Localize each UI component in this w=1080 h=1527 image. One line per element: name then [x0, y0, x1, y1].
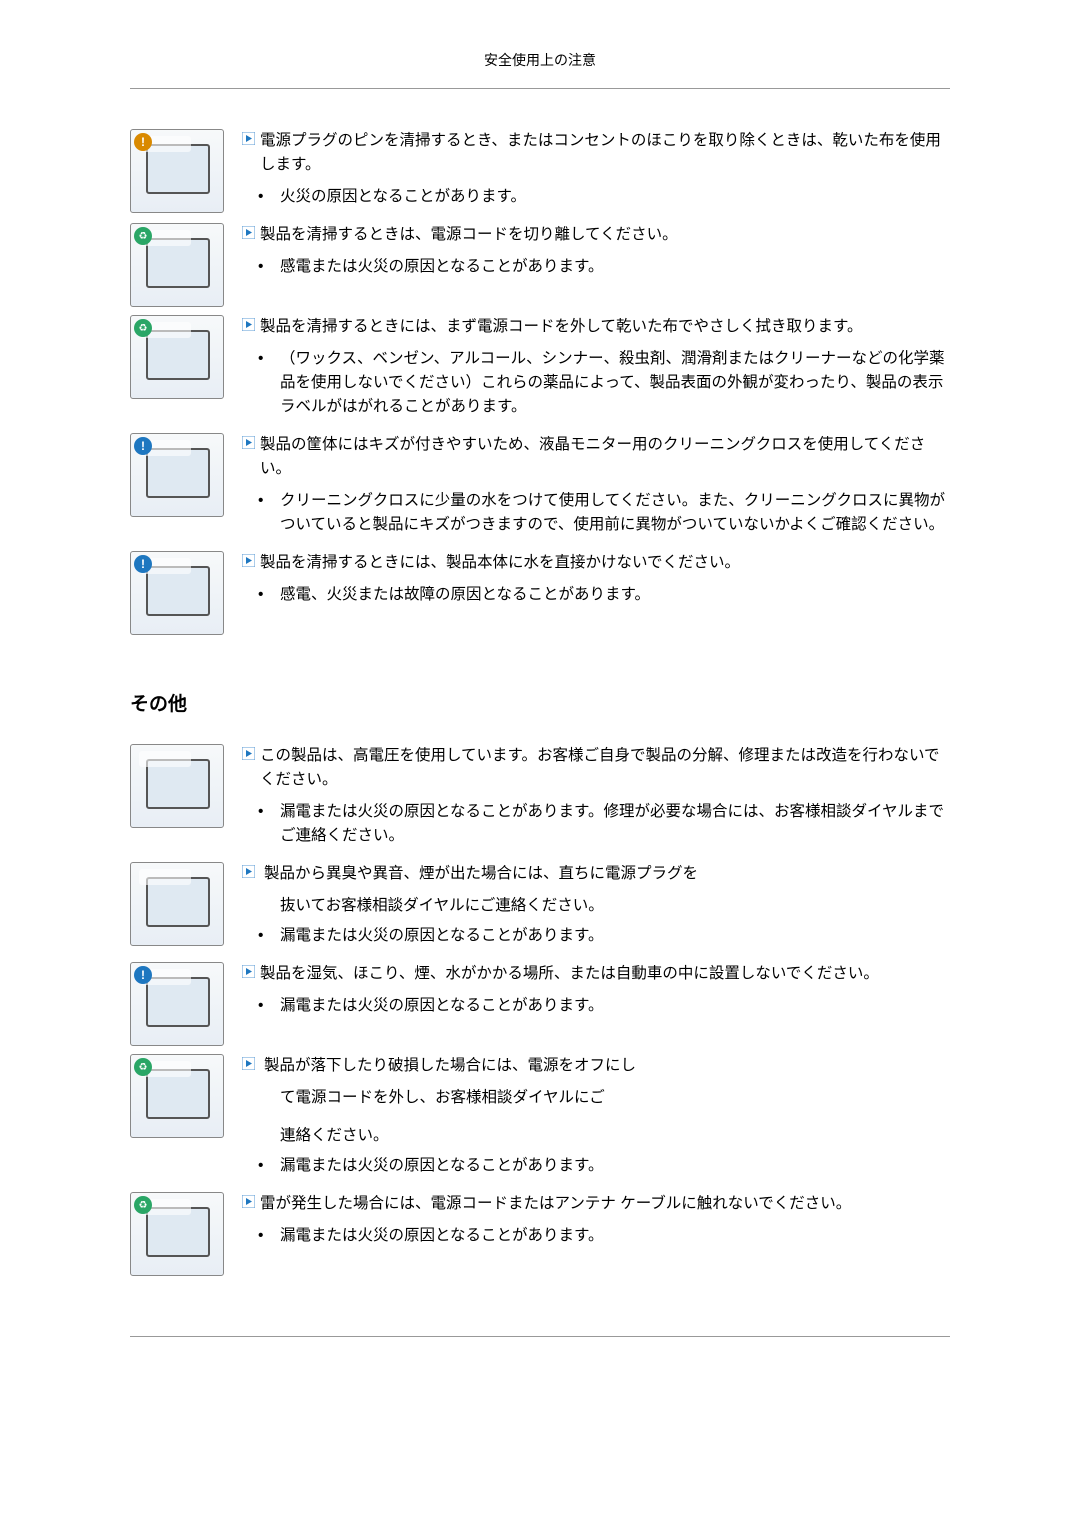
safety-bullet: 漏電または火災の原因となることがあります。	[242, 1154, 950, 1178]
other-section: この製品は、高電圧を使用しています。お客様ご自身で製品の分解、修理または改造を行…	[130, 744, 950, 1276]
safety-row: この製品は、高電圧を使用しています。お客様ご自身で製品の分解、修理または改造を行…	[130, 744, 950, 854]
safety-bullet-list: 漏電または火災の原因となることがあります。	[242, 994, 950, 1018]
safety-bullet: 漏電または火災の原因となることがあります。	[242, 1224, 950, 1248]
safety-bullet-list: 漏電または火災の原因となることがあります。	[242, 1224, 950, 1248]
safety-row: ♻製品が落下したり破損した場合には、電源をオフにして電源コードを外し、お客様相談…	[130, 1054, 950, 1184]
safety-row: ! 製品の筐体にはキズが付きやすいため、液晶モニター用のクリーニングクロスを使用し…	[130, 433, 950, 543]
blue-arrow-icon	[242, 747, 255, 760]
safety-bullet: 漏電または火災の原因となることがあります。修理が必要な場合には、お客様相談ダイヤ…	[242, 800, 950, 848]
blue-arrow-icon	[242, 965, 255, 978]
safety-content: 雷が発生した場合には、電源コードまたはアンテナ ケーブルに触れないでください。漏…	[242, 1192, 950, 1254]
safety-row: 製品から異臭や異音、煙が出た場合には、直ちに電源プラグを抜いてお客様相談ダイヤル…	[130, 862, 950, 954]
safety-bullet: 火災の原因となることがあります。	[242, 185, 950, 209]
safety-bullet: 漏電または火災の原因となることがあります。	[242, 994, 950, 1018]
blue-arrow-icon	[242, 1057, 255, 1070]
blue-arrow-icon	[242, 554, 255, 567]
safety-main-text: 製品から異臭や異音、煙が出た場合には、直ちに電源プラグを	[242, 862, 950, 886]
section-title-other: その他	[130, 689, 950, 716]
safety-row: ♻ 製品を清掃するときは、電源コードを切り離してください。感電または火災の原因とな…	[130, 223, 950, 307]
safety-content: 製品を清掃するときは、電源コードを切り離してください。感電または火災の原因となる…	[242, 223, 950, 285]
blue-arrow-icon	[242, 226, 255, 239]
safety-main-text: 製品を清掃するときは、電源コードを切り離してください。	[242, 223, 950, 247]
safety-bullet-list: 漏電または火災の原因となることがあります。	[242, 1154, 950, 1178]
safety-content: この製品は、高電圧を使用しています。お客様ご自身で製品の分解、修理または改造を行…	[242, 744, 950, 854]
safety-content: 製品を清掃するときには、製品本体に水を直接かけないでください。感電、火災または故…	[242, 551, 950, 613]
page-root: 安全使用上の注意 ! 電源プラグのピンを清掃するとき、またはコンセントのほこりを取…	[130, 0, 950, 1397]
safety-main-text: 製品を清掃するときには、まず電源コードを外して乾いた布でやさしく拭き取ります。	[242, 315, 950, 339]
safety-main-text: この製品は、高電圧を使用しています。お客様ご自身で製品の分解、修理または改造を行…	[242, 744, 950, 792]
safety-bullet-list: 漏電または火災の原因となることがあります。	[242, 924, 950, 948]
safety-main-text: 電源プラグのピンを清掃するとき、またはコンセントのほこりを取り除くときは、乾いた…	[242, 129, 950, 177]
safety-row: ! 製品を湿気、ほこり、煙、水がかかる場所、または自動車の中に設置しないでください…	[130, 962, 950, 1046]
illustration-thumb: !	[130, 433, 224, 517]
safety-bullet-list: クリーニングクロスに少量の水をつけて使用してください。また、クリーニングクロスに…	[242, 489, 950, 537]
safety-content: 製品を湿気、ほこり、煙、水がかかる場所、または自動車の中に設置しないでください。…	[242, 962, 950, 1024]
safety-sub-text: て電源コードを外し、お客様相談ダイヤルにご連絡ください。	[242, 1086, 950, 1148]
safety-sub-text: 抜いてお客様相談ダイヤルにご連絡ください。	[242, 894, 950, 918]
safety-main-text: 製品を清掃するときには、製品本体に水を直接かけないでください。	[242, 551, 950, 575]
illustration-thumb: !	[130, 962, 224, 1046]
safety-row: ! 電源プラグのピンを清掃するとき、またはコンセントのほこりを取り除くときは、乾い…	[130, 129, 950, 215]
footer-divider	[130, 1336, 950, 1337]
page-header-title: 安全使用上の注意	[484, 52, 596, 68]
blue-arrow-icon	[242, 1195, 255, 1208]
illustration-thumb: ♻	[130, 315, 224, 399]
safety-bullet: 感電または火災の原因となることがあります。	[242, 255, 950, 279]
illustration-thumb	[130, 862, 224, 946]
safety-content: 製品から異臭や異音、煙が出た場合には、直ちに電源プラグを抜いてお客様相談ダイヤル…	[242, 862, 950, 954]
safety-content: 電源プラグのピンを清掃するとき、またはコンセントのほこりを取り除くときは、乾いた…	[242, 129, 950, 215]
safety-bullet-list: 漏電または火災の原因となることがあります。修理が必要な場合には、お客様相談ダイヤ…	[242, 800, 950, 848]
safety-bullet-list: 火災の原因となることがあります。	[242, 185, 950, 209]
safety-main-text: 雷が発生した場合には、電源コードまたはアンテナ ケーブルに触れないでください。	[242, 1192, 950, 1216]
illustration-thumb: ♻	[130, 1192, 224, 1276]
safety-content: 製品を清掃するときには、まず電源コードを外して乾いた布でやさしく拭き取ります。 （…	[242, 315, 950, 425]
blue-arrow-icon	[242, 436, 255, 449]
safety-bullet-list: 感電または火災の原因となることがあります。	[242, 255, 950, 279]
safety-row: ♻ 雷が発生した場合には、電源コードまたはアンテナ ケーブルに触れないでください。…	[130, 1192, 950, 1276]
safety-row: ♻製品を清掃するときには、まず電源コードを外して乾いた布でやさしく拭き取ります。…	[130, 315, 950, 425]
illustration-thumb: ♻	[130, 223, 224, 307]
safety-row: ! 製品を清掃するときには、製品本体に水を直接かけないでください。感電、火災または…	[130, 551, 950, 635]
page-header: 安全使用上の注意	[130, 50, 950, 89]
illustration-thumb: !	[130, 551, 224, 635]
illustration-thumb: !	[130, 129, 224, 213]
cleaning-section: ! 電源プラグのピンを清掃するとき、またはコンセントのほこりを取り除くときは、乾い…	[130, 129, 950, 635]
safety-main-text: 製品が落下したり破損した場合には、電源をオフにし	[242, 1054, 950, 1078]
safety-main-text: 製品を湿気、ほこり、煙、水がかかる場所、または自動車の中に設置しないでください。	[242, 962, 950, 986]
blue-arrow-icon	[242, 865, 255, 878]
safety-main-text: 製品の筐体にはキズが付きやすいため、液晶モニター用のクリーニングクロスを使用して…	[242, 433, 950, 481]
blue-arrow-icon	[242, 318, 255, 331]
safety-bullet: クリーニングクロスに少量の水をつけて使用してください。また、クリーニングクロスに…	[242, 489, 950, 537]
safety-bullet: 感電、火災または故障の原因となることがあります。	[242, 583, 950, 607]
illustration-thumb: ♻	[130, 1054, 224, 1138]
safety-bullet: （ワックス、ベンゼン、アルコール、シンナー、殺虫剤、潤滑剤またはクリーナーなどの…	[242, 347, 950, 419]
safety-bullet-list: 感電、火災または故障の原因となることがあります。	[242, 583, 950, 607]
safety-content: 製品が落下したり破損した場合には、電源をオフにして電源コードを外し、お客様相談ダ…	[242, 1054, 950, 1184]
safety-content: 製品の筐体にはキズが付きやすいため、液晶モニター用のクリーニングクロスを使用して…	[242, 433, 950, 543]
illustration-thumb	[130, 744, 224, 828]
blue-arrow-icon	[242, 132, 255, 145]
safety-bullet: 漏電または火災の原因となることがあります。	[242, 924, 950, 948]
safety-bullet-list: （ワックス、ベンゼン、アルコール、シンナー、殺虫剤、潤滑剤またはクリーナーなどの…	[242, 347, 950, 419]
